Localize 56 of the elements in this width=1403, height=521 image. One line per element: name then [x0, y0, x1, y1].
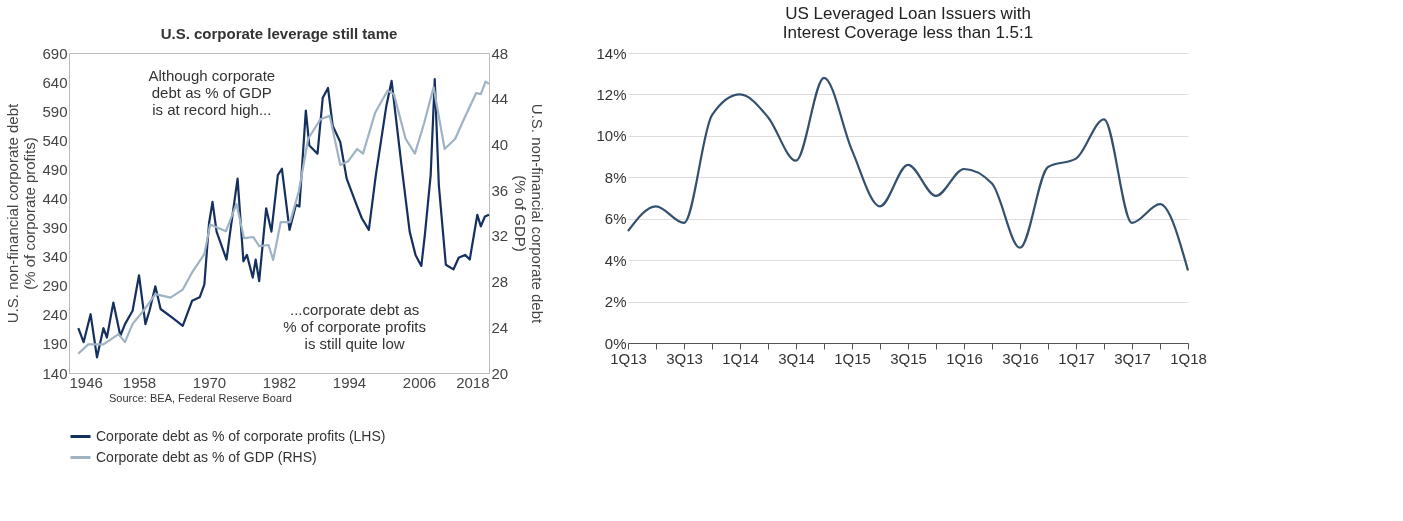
x-tick-label: 2006: [402, 373, 437, 391]
x-tick-label: 1Q13: [610, 349, 647, 367]
y-tick-label: 590: [42, 102, 68, 120]
x-tick-label: 3Q13: [666, 349, 703, 367]
y2-tick-label: 48: [491, 44, 509, 62]
y-tick-label: 2%: [604, 293, 627, 311]
y2-tick-label: 20: [491, 364, 509, 382]
y-tick-label: 340: [42, 248, 68, 266]
x-tick-label: 3Q15: [890, 349, 927, 367]
y-tick-label: 14%: [596, 44, 627, 62]
legend-label: Corporate debt as % of corporate profits (LHS): [96, 427, 386, 444]
y-tick-label: 8%: [604, 168, 627, 186]
x-tick-label: 1Q17: [1058, 349, 1095, 367]
y-tick-label: 640: [42, 73, 68, 91]
x-tick-label: 1Q14: [722, 349, 759, 367]
y-tick-label: 440: [42, 189, 68, 207]
y-tick-label: 190: [42, 335, 68, 353]
x-tick-label: 1994: [332, 373, 367, 391]
x-tick-label: 1958: [122, 373, 157, 391]
y-tick-label: 690: [42, 44, 68, 62]
y2-axis-title: U.S. non-financial corporate debt (% of GDP): [512, 103, 547, 324]
y-tick-label: 490: [42, 160, 68, 178]
annotation: Although corporate debt as % of GDP is at record high...: [148, 67, 276, 118]
x-tick-label: 1Q15: [834, 349, 871, 367]
x-tick-label: 1Q18: [1170, 349, 1207, 367]
x-tick-label: 1Q16: [946, 349, 983, 367]
annotation: ...corporate debt as % of corporate profits is still quite low: [283, 300, 426, 352]
source-note: Source: BEA, Federal Reserve Board: [109, 392, 292, 404]
y-tick-label: 10%: [596, 127, 627, 145]
y-axis-title: U.S. non-financial corporate debt (% of corporate profits): [4, 103, 39, 324]
y2-tick-label: 36: [491, 181, 509, 199]
y-tick-label: 290: [42, 277, 68, 295]
y-tick-label: 540: [42, 131, 68, 149]
x-tick-label: 1946: [69, 373, 103, 391]
chart-title: U.S. corporate leverage still tame: [160, 25, 398, 42]
y-tick-label: 4%: [604, 251, 627, 269]
y-tick-label: 390: [42, 219, 68, 237]
x-tick-label: 3Q16: [1002, 349, 1039, 367]
y-tick-label: 240: [42, 306, 68, 324]
y2-tick-label: 28: [491, 273, 509, 291]
y2-tick-label: 40: [491, 135, 509, 153]
x-tick-label: 3Q17: [1114, 349, 1151, 367]
y-tick-label: 0%: [604, 334, 627, 352]
x-tick-label: 1970: [192, 373, 227, 391]
x-tick-label: 2018: [456, 373, 490, 391]
y-tick-label: 140: [42, 364, 68, 382]
y2-tick-label: 32: [491, 227, 509, 245]
line-series: [626, 76, 1190, 272]
y-tick-label: 12%: [596, 85, 627, 103]
y2-tick-label: 44: [491, 90, 509, 108]
y-tick-label: 6%: [604, 210, 627, 228]
legend-label: Corporate debt as % of GDP (RHS): [96, 448, 317, 465]
x-tick-label: 1982: [262, 373, 297, 391]
y2-tick-label: 24: [491, 318, 509, 336]
x-tick-label: 3Q14: [778, 349, 815, 367]
chart-title: US Leveraged Loan Issuers with Interest Coverage less than 1.5:1: [782, 4, 1034, 42]
